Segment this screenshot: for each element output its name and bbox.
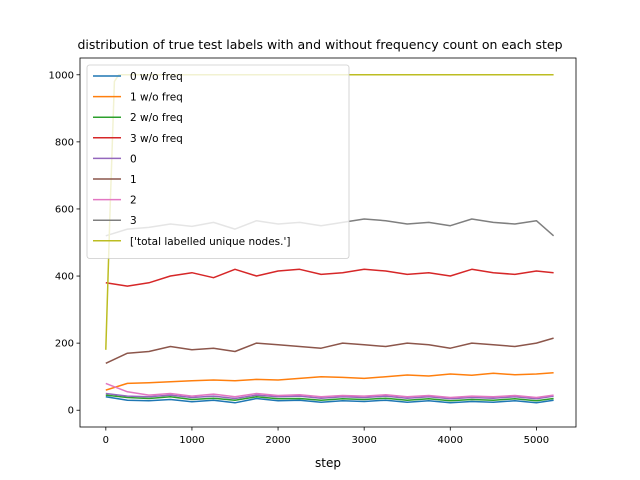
series-line-4: [105, 392, 554, 400]
y-tick-label-0: 0: [68, 406, 74, 417]
y-tick-label-4: 800: [55, 137, 74, 148]
series-line-2: [105, 394, 554, 402]
legend-label-2: 2 w/o freq: [130, 112, 183, 124]
legend-box: [86, 64, 350, 259]
x-tick-label-4: 4000: [438, 435, 463, 446]
legend-label-1: 1 w/o freq: [130, 92, 183, 104]
legend-label-6: 2: [130, 195, 137, 207]
y-tick-label-1: 200: [55, 339, 74, 350]
x-tick-label-1: 1000: [179, 435, 204, 446]
chart-title: distribution of true test labels with an…: [77, 37, 562, 52]
y-tick-label-2: 400: [55, 272, 74, 283]
legend-label-0: 0 w/o freq: [130, 71, 183, 83]
plot-frame: [79, 57, 577, 428]
x-tick-label-3: 3000: [351, 435, 376, 446]
legend-label-8: ['total labelled unique nodes.']: [130, 236, 290, 248]
x-axis-label: step: [315, 456, 341, 470]
x-tick-label-2: 2000: [265, 435, 290, 446]
legend-label-5: 1: [130, 174, 137, 186]
x-axis: 0 1000 2000 3000 4000 5000: [103, 427, 549, 446]
series-line-5: [105, 337, 554, 364]
series-line-1: [105, 371, 554, 391]
legend: 0 w/o freq 1 w/o freq 2 w/o freq 3 w/o freq…: [86, 64, 350, 259]
y-tick-label-5: 1000: [49, 70, 74, 81]
series-line-3: [105, 268, 554, 287]
x-tick-label-5: 5000: [524, 435, 549, 446]
series-line-6: [105, 382, 554, 399]
x-tick-label-0: 0: [103, 435, 109, 446]
legend-label-7: 3: [130, 215, 137, 227]
y-tick-label-3: 600: [55, 204, 74, 215]
series-line-0: [105, 396, 554, 404]
y-axis: 0 200 400 600 800 1000: [49, 70, 80, 417]
legend-label-3: 3 w/o freq: [130, 133, 183, 145]
legend-label-4: 0: [130, 153, 137, 165]
